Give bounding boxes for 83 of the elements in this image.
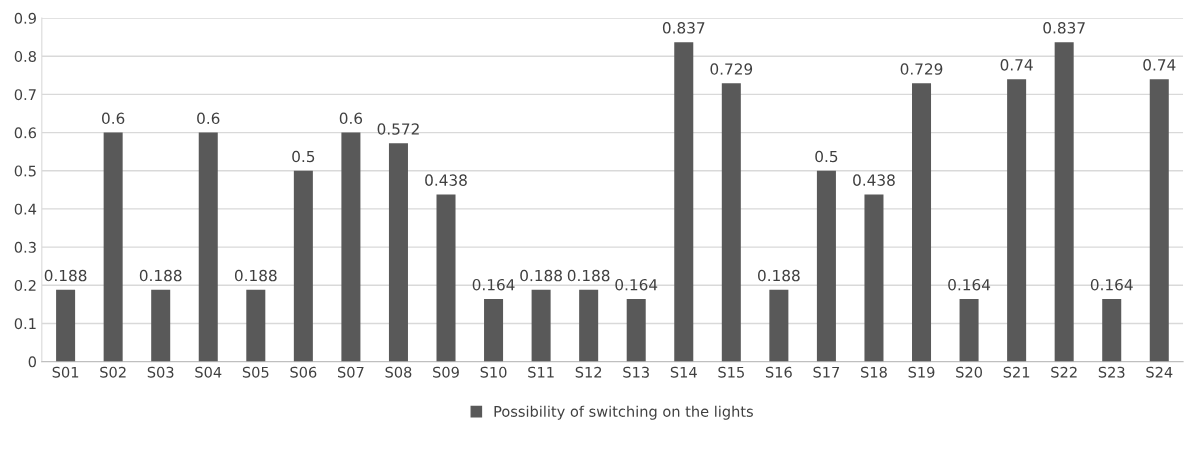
bar <box>1149 79 1169 362</box>
y-tick-label: 0.4 <box>14 203 37 215</box>
bar <box>293 170 313 362</box>
x-tick-label: S21 <box>1003 366 1030 378</box>
bar <box>626 299 646 362</box>
x-tick-label: S05 <box>242 366 269 378</box>
data-label: 0.164 <box>615 278 658 291</box>
x-tick-label: S09 <box>433 366 459 378</box>
data-label: 0.6 <box>339 112 363 125</box>
x-tick-label: S17 <box>813 366 840 378</box>
x-tick-label: S01 <box>52 366 79 378</box>
y-tick-label: 0.8 <box>14 50 36 62</box>
bar <box>721 83 741 362</box>
data-label: 0.5 <box>292 150 315 163</box>
x-tick-label: S10 <box>480 366 507 378</box>
data-label: 0.188 <box>234 269 277 282</box>
data-label: 0.729 <box>900 63 943 75</box>
x-tick-label: S22 <box>1051 366 1077 378</box>
bar <box>1054 42 1074 362</box>
data-label: 0.74 <box>1143 59 1176 71</box>
y-tick-label: 0.7 <box>14 89 36 101</box>
y-tick-label: 0.5 <box>14 165 36 177</box>
bar <box>1102 299 1122 362</box>
y-tick-label: 0.3 <box>14 241 36 253</box>
data-label: 0.74 <box>1000 59 1033 71</box>
bar <box>816 170 836 362</box>
x-tick-label: S19 <box>908 366 935 378</box>
data-label: 0.188 <box>44 269 87 282</box>
x-tick-label: S02 <box>100 366 126 378</box>
data-label: 0.837 <box>1043 22 1085 34</box>
x-tick-label: S18 <box>861 366 887 378</box>
bar <box>56 289 76 362</box>
data-label: 0.729 <box>710 63 753 75</box>
bar <box>579 289 599 362</box>
x-tick-label: S16 <box>765 366 792 378</box>
bar <box>484 299 504 362</box>
x-tick-label: S03 <box>147 366 174 378</box>
y-tick-label: 0 <box>28 356 36 368</box>
bar <box>531 289 551 362</box>
bar <box>1007 79 1027 362</box>
bar <box>436 194 456 362</box>
x-tick-label: S13 <box>623 366 649 378</box>
data-label: 0.6 <box>197 112 220 125</box>
bar <box>674 42 694 362</box>
data-label: 0.164 <box>1090 278 1133 291</box>
bar <box>864 194 884 362</box>
y-tick-label: 0.1 <box>14 318 36 330</box>
x-tick-label: S15 <box>718 366 744 378</box>
data-label: 0.188 <box>520 269 562 282</box>
data-label: 0.188 <box>758 269 800 282</box>
data-label: 0.164 <box>948 278 991 291</box>
bar <box>912 83 932 362</box>
bar <box>341 132 361 362</box>
bar <box>388 143 408 362</box>
data-label: 0.5 <box>815 150 838 163</box>
x-tick-label: S24 <box>1146 366 1173 378</box>
data-label: 0.164 <box>472 278 515 291</box>
bar <box>246 289 266 362</box>
x-tick-label: S06 <box>290 366 317 378</box>
data-label: 0.438 <box>853 174 895 186</box>
x-tick-label: S23 <box>1098 366 1125 378</box>
x-tick-label: S07 <box>337 366 364 378</box>
x-tick-label: S08 <box>385 366 412 378</box>
y-tick-label: 0.2 <box>14 279 36 292</box>
x-tick-label: S20 <box>956 366 983 378</box>
y-tick-label: 0.6 <box>14 127 37 139</box>
data-label: 0.188 <box>567 269 610 282</box>
legend-label: Possibility of switching on the lights <box>494 405 753 420</box>
x-tick-label: S04 <box>195 366 222 378</box>
bar <box>769 289 789 362</box>
x-tick-label: S12 <box>575 366 602 378</box>
data-label: 0.6 <box>102 112 125 125</box>
data-label: 0.837 <box>662 22 705 34</box>
bar <box>959 299 979 362</box>
x-tick-label: S14 <box>670 366 697 378</box>
data-label: 0.438 <box>425 174 467 186</box>
bar <box>198 132 218 362</box>
y-tick-label: 0.9 <box>14 12 36 24</box>
bar <box>103 132 123 362</box>
bar <box>151 289 171 362</box>
data-label: 0.572 <box>377 123 419 135</box>
x-tick-label: S11 <box>528 366 554 378</box>
data-label: 0.188 <box>139 269 182 282</box>
